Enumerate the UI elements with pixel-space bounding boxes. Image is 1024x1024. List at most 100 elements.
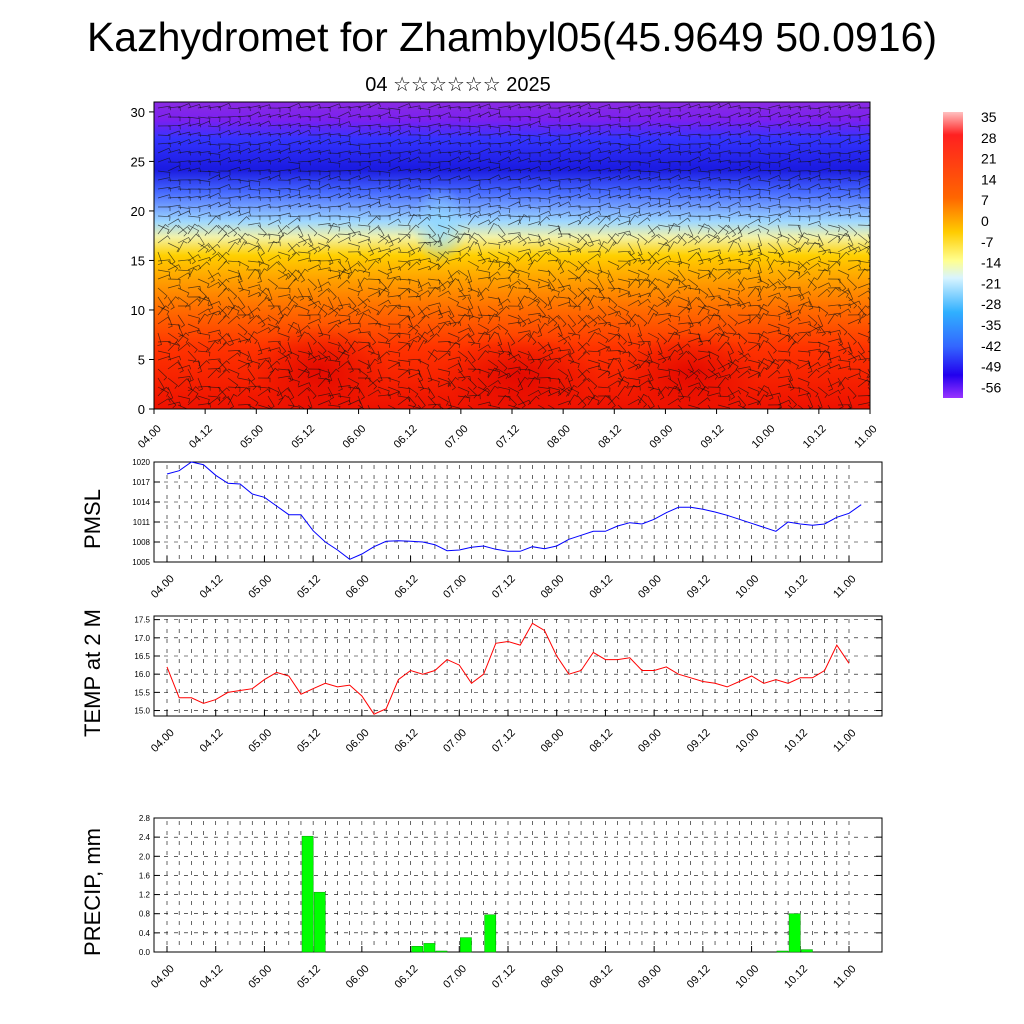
wind-barb <box>777 296 789 308</box>
y-tick-label: 15.5 <box>134 688 150 697</box>
wind-barb <box>267 347 282 352</box>
wind-barb <box>827 211 842 217</box>
wind-barb <box>817 260 830 270</box>
wind-barb <box>457 333 471 343</box>
wind-barb <box>577 242 590 253</box>
wind-barb <box>297 368 310 378</box>
wind-barb <box>377 161 391 167</box>
wind-barb <box>627 332 633 347</box>
wind-barb <box>617 165 631 172</box>
wind-barb <box>317 149 332 155</box>
wind-barb <box>577 260 590 271</box>
wind-barb <box>807 220 822 226</box>
wind-barb <box>737 195 751 201</box>
wind-barb <box>677 322 691 327</box>
wind-barb <box>517 330 531 335</box>
wind-barb <box>557 323 563 338</box>
wind-barb <box>407 214 421 220</box>
wind-barb <box>357 404 366 409</box>
wind-barb <box>527 296 540 307</box>
wind-barb <box>757 215 771 222</box>
wind-barb <box>817 349 829 361</box>
wind-barb <box>457 327 471 334</box>
wind-barb <box>247 206 261 212</box>
wind-barb <box>367 247 382 253</box>
wind-barb <box>507 125 521 131</box>
wind-barb <box>777 375 791 381</box>
wind-barb <box>417 305 426 319</box>
wind-barb <box>217 129 232 136</box>
wind-barb <box>617 133 631 139</box>
wind-barb <box>327 350 339 362</box>
wind-barb <box>657 287 666 301</box>
wind-barb <box>517 167 531 173</box>
wind-barb <box>157 332 162 347</box>
wind-barb <box>397 157 412 163</box>
wind-barb <box>717 359 726 373</box>
wind-barb <box>287 140 301 146</box>
wind-barb <box>607 323 620 333</box>
wind-barb <box>527 350 535 364</box>
wind-barb <box>387 377 400 386</box>
wind-barb <box>417 167 431 173</box>
wind-barb <box>767 213 781 219</box>
wind-barb <box>597 156 612 163</box>
wind-barb <box>827 169 841 175</box>
wind-barb <box>437 404 445 409</box>
wind-barb <box>847 314 861 320</box>
wind-barb <box>477 368 490 378</box>
wind-barb <box>227 304 239 316</box>
wind-barb <box>547 287 560 296</box>
wind-barb <box>237 132 251 138</box>
wind-barb <box>297 184 312 190</box>
wind-barb <box>587 233 594 247</box>
wind-barb <box>457 206 471 212</box>
wind-barb <box>807 133 821 138</box>
wind-barb <box>347 242 360 251</box>
wind-barb <box>727 287 741 296</box>
wind-barb <box>177 378 190 388</box>
wind-barb <box>827 235 841 244</box>
wind-barb <box>717 404 731 409</box>
wind-barb <box>577 395 587 409</box>
wind-barb <box>617 125 631 132</box>
wind-barb <box>397 332 411 339</box>
wind-barb <box>787 242 799 254</box>
wind-barb <box>597 150 611 155</box>
wind-barb <box>547 346 562 352</box>
wind-barb <box>737 332 748 345</box>
wind-barb <box>717 287 731 296</box>
x-tick-label: 04.00 <box>149 573 177 601</box>
wind-barb <box>647 234 661 244</box>
wind-barb <box>397 386 411 394</box>
wind-barb <box>407 178 421 183</box>
wind-barb <box>387 179 401 185</box>
wind-barb <box>437 206 451 212</box>
wind-barb <box>197 179 211 186</box>
wind-barb <box>207 125 221 132</box>
wind-barb <box>207 116 221 123</box>
wind-barb <box>677 386 685 400</box>
wind-barb <box>667 289 681 298</box>
wind-barb <box>227 210 242 217</box>
wind-barb <box>787 269 801 277</box>
wind-barb <box>767 161 781 168</box>
wind-barb <box>507 103 522 109</box>
wind-barb <box>327 222 338 235</box>
wind-barb <box>647 131 662 137</box>
wind-barb <box>687 370 701 379</box>
wind-barb <box>347 150 361 156</box>
wind-barb <box>417 395 426 409</box>
wind-barb <box>527 278 540 287</box>
wind-barb <box>247 315 260 325</box>
wind-barb <box>167 386 174 401</box>
wind-barb <box>507 268 519 280</box>
wind-barb <box>767 350 775 364</box>
wind-barb <box>727 369 740 379</box>
wind-barb <box>497 251 510 261</box>
wind-barb <box>787 270 800 280</box>
wind-barb <box>267 340 281 346</box>
wind-barb <box>657 341 663 356</box>
wind-barb <box>587 394 599 406</box>
wind-barb <box>297 305 310 315</box>
